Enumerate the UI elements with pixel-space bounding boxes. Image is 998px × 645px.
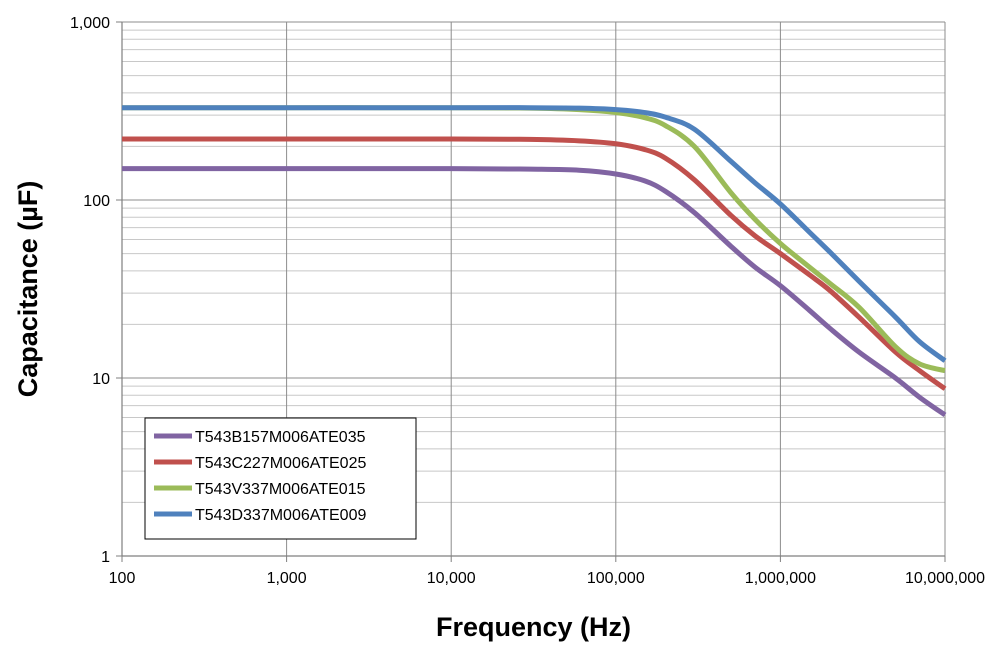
x-tick-label: 100	[109, 570, 136, 587]
x-tick-label: 1,000,000	[745, 570, 816, 587]
y-axis-title: Capacitance (µF)	[13, 181, 43, 398]
y-tick-label: 10	[92, 371, 110, 388]
x-tick-labels: 100 1,000 10,000 100,000 1,000,000 10,000,000	[109, 570, 985, 587]
legend-label: T543D337M006ATE009	[195, 507, 366, 524]
y-tick-label: 1	[101, 549, 110, 566]
x-tick-label: 10,000	[427, 570, 476, 587]
legend-label: T543V337M006ATE015	[195, 481, 366, 498]
y-tick-label: 100	[83, 193, 110, 210]
legend-label: T543C227M006ATE025	[195, 455, 366, 472]
axes	[116, 21, 946, 562]
y-tick-label: 1,000	[70, 15, 110, 32]
y-tick-labels: 1 10 100 1,000	[70, 15, 110, 566]
legend: T543B157M006ATE035 T543C227M006ATE025 T543…	[144, 417, 417, 540]
series-line-T543B157M006ATE035	[122, 166, 947, 418]
x-tick-label: 100,000	[587, 570, 645, 587]
series-line-T543D337M006ATE009	[121, 105, 947, 363]
series-lines	[121, 105, 947, 418]
minor-grid	[122, 29, 945, 503]
x-tick-label: 1,000	[267, 570, 307, 587]
x-tick-label: 10,000,000	[905, 570, 985, 587]
legend-label: T543B157M006ATE035	[195, 429, 366, 446]
series-line-T543C227M006ATE025	[122, 136, 947, 391]
x-axis-title: Frequency (Hz)	[436, 612, 631, 642]
